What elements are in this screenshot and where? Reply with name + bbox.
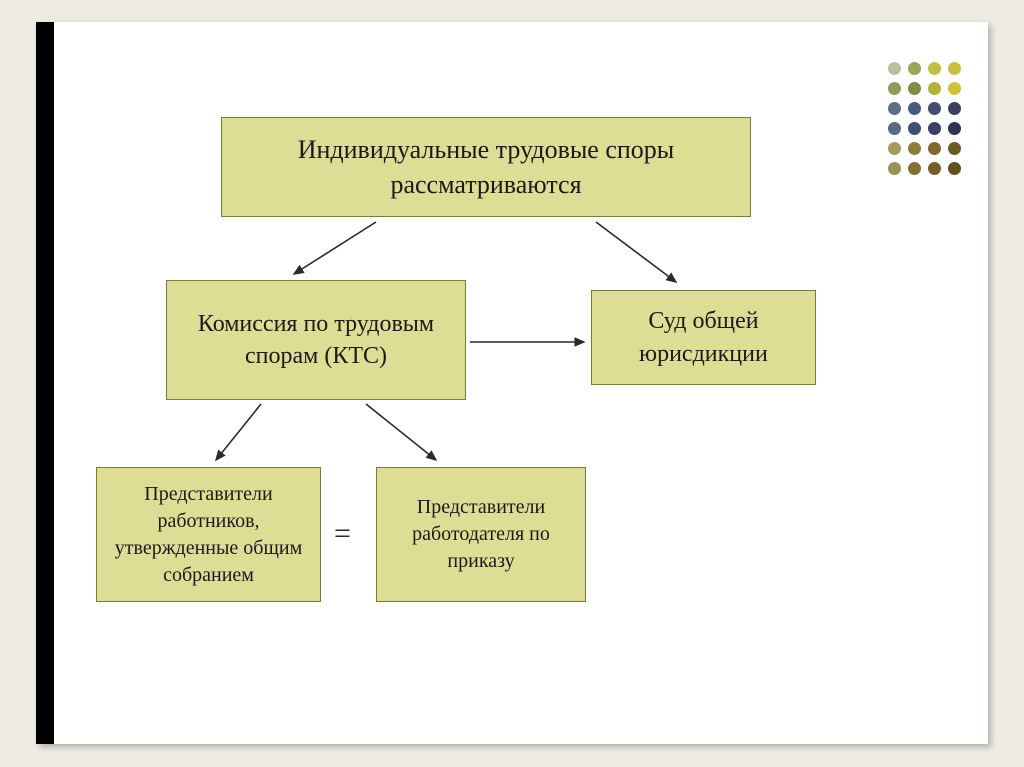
node-rep-employer-label: Представители работодателя по приказу: [391, 494, 571, 575]
equals-symbol: =: [334, 517, 351, 551]
dot-icon: [948, 62, 961, 75]
node-kts-label: Комиссия по трудовым спорам (КТС): [181, 308, 451, 373]
dot-icon: [948, 162, 961, 175]
dot-icon: [888, 142, 901, 155]
node-root: Индивидуальные трудовые споры рассматрив…: [221, 117, 751, 217]
dot-icon: [948, 142, 961, 155]
dot-icon: [888, 122, 901, 135]
dot-icon: [888, 62, 901, 75]
dot-icon: [908, 62, 921, 75]
dot-icon: [908, 162, 921, 175]
node-court-label: Суд общей юрисдикции: [606, 305, 801, 370]
decorative-dot-grid: [888, 62, 962, 176]
dot-icon: [948, 82, 961, 95]
dot-icon: [928, 122, 941, 135]
node-rep-employer: Представители работодателя по приказу: [376, 467, 586, 602]
dot-icon: [948, 122, 961, 135]
node-root-label: Индивидуальные трудовые споры рассматрив…: [236, 132, 736, 202]
dot-icon: [908, 122, 921, 135]
dot-icon: [948, 102, 961, 115]
dot-icon: [908, 142, 921, 155]
dot-icon: [908, 102, 921, 115]
accent-bar: [36, 22, 54, 744]
equals-text: =: [334, 517, 351, 550]
slide-canvas: Индивидуальные трудовые споры рассматрив…: [36, 22, 988, 744]
dot-icon: [928, 82, 941, 95]
dot-icon: [928, 62, 941, 75]
node-rep-workers-label: Представители работников, утвержденные о…: [111, 481, 306, 589]
node-kts: Комиссия по трудовым спорам (КТС): [166, 280, 466, 400]
node-court: Суд общей юрисдикции: [591, 290, 816, 385]
dot-icon: [928, 102, 941, 115]
dot-icon: [908, 82, 921, 95]
dot-icon: [928, 162, 941, 175]
dot-icon: [928, 142, 941, 155]
dot-icon: [888, 82, 901, 95]
dot-icon: [888, 162, 901, 175]
dot-icon: [888, 102, 901, 115]
node-rep-workers: Представители работников, утвержденные о…: [96, 467, 321, 602]
